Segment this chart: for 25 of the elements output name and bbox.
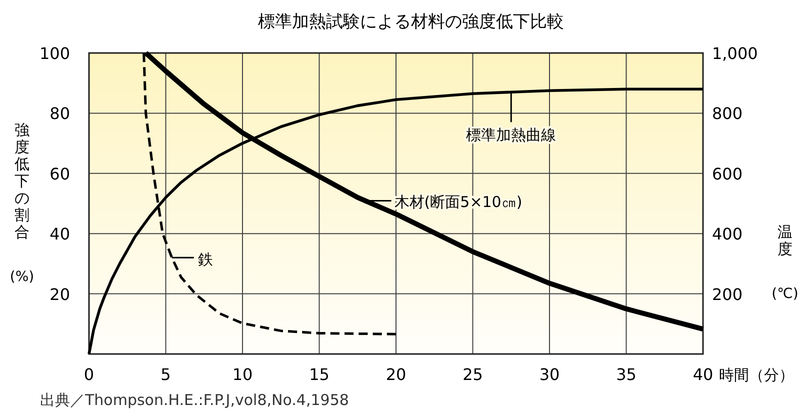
text: 強度低下の割合 (%) (10, 121, 34, 285)
annotation: 鉄 (198, 250, 213, 269)
x-tick-label: 5 (160, 365, 171, 384)
y-tick-label: 20 (50, 284, 70, 304)
x-tick-label: 30 (539, 365, 560, 384)
x-tick-label: 10 (232, 365, 253, 384)
x-tick-label: 25 (462, 365, 483, 384)
y2-tick-label: 600 (712, 164, 743, 184)
x-axis-title: 時間（分） (719, 366, 794, 384)
y2-tick-label: 1,000 (712, 44, 758, 63)
chart-title: 標準加熱試験による材料の強度低下比較 (258, 12, 564, 32)
y-tick-label: 100 (39, 44, 70, 63)
text: 温度 (℃) (772, 223, 798, 302)
x-tick-label: 40 (692, 365, 714, 384)
source-note: 出典／Thompson.H.E.:F.P.J,vol8,No.4,1958 (40, 391, 349, 409)
y2-tick-label: 400 (712, 224, 743, 244)
y-tick-label: 40 (50, 224, 70, 244)
x-tick-label: 15 (309, 365, 330, 384)
x-tick-label: 0 (84, 365, 94, 384)
y-tick-label: 80 (50, 104, 70, 124)
y-tick-label: 60 (50, 164, 70, 184)
y2-tick-label: 200 (712, 284, 743, 304)
x-tick-label: 35 (616, 365, 636, 384)
x-tick-label: 20 (386, 365, 406, 384)
y2-tick-label: 800 (712, 104, 743, 124)
